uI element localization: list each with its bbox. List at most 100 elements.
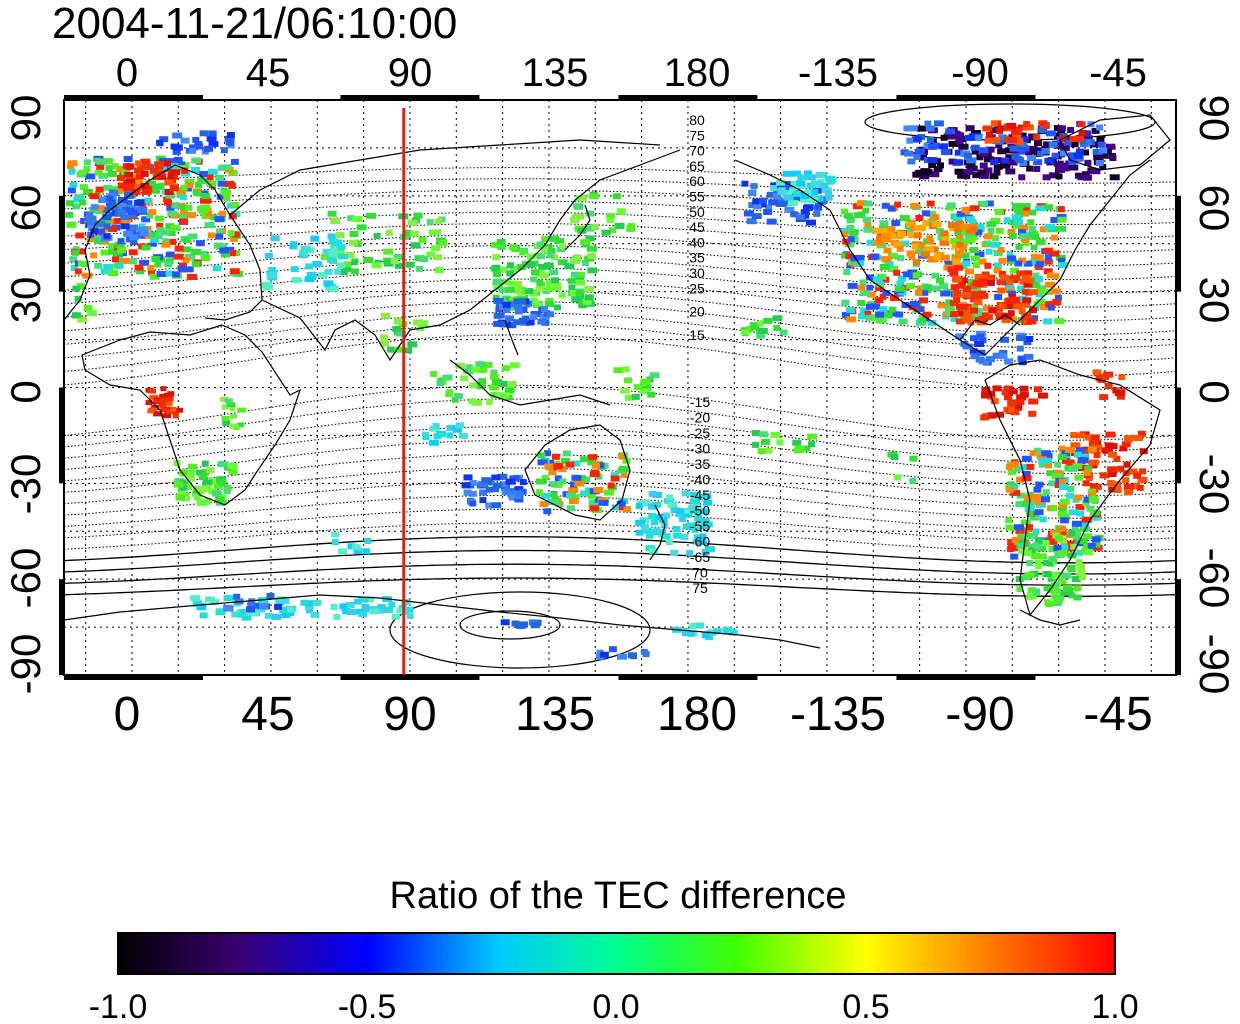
tec-pixel — [306, 607, 314, 614]
tec-pixel — [140, 170, 148, 177]
tec-pixel — [335, 232, 345, 238]
tec-pixel — [1023, 339, 1032, 346]
tec-pixel — [85, 173, 96, 180]
lon-tick-top: -135 — [798, 51, 878, 95]
tec-pixel — [653, 514, 664, 521]
tec-pixel — [945, 299, 953, 306]
dip-label-south: -55 — [690, 518, 710, 534]
tec-pixel — [1058, 578, 1067, 585]
tec-pixel — [1007, 539, 1015, 546]
tec-pixel — [1001, 317, 1011, 324]
tec-pixel — [953, 264, 964, 271]
tec-pixel — [1066, 459, 1075, 466]
tec-pixel — [1026, 524, 1033, 531]
tec-pixel — [585, 235, 595, 242]
dip-label-north: 40 — [689, 234, 705, 250]
tec-pixel — [189, 147, 197, 154]
tec-pixel — [766, 191, 777, 198]
tec-pixel — [777, 200, 788, 207]
tec-pixel — [939, 239, 950, 246]
tec-pixel — [499, 380, 508, 387]
tec-pixel — [586, 245, 597, 252]
tec-pixel — [969, 205, 980, 212]
tec-pixel — [1018, 224, 1029, 231]
tec-pixel — [339, 603, 348, 610]
tec-pixel — [1048, 480, 1058, 487]
tec-pixel — [898, 275, 907, 282]
tec-pixel — [495, 392, 503, 399]
tec-pixel — [591, 462, 600, 469]
tec-pixel — [1009, 267, 1019, 274]
tec-pixel — [950, 311, 959, 318]
tec-pixel — [198, 207, 208, 214]
tec-pixel — [957, 282, 966, 289]
tec-pixel — [1050, 588, 1061, 594]
tec-pixel — [969, 348, 978, 355]
tec-pixel — [690, 498, 700, 505]
tec-pixel — [612, 193, 621, 200]
tec-pixel — [1006, 122, 1017, 129]
tec-pixel — [115, 262, 124, 269]
tec-pixel — [568, 284, 576, 291]
tec-pixel — [1046, 272, 1054, 279]
tec-pixel — [969, 247, 979, 253]
tec-pixel — [339, 269, 348, 275]
tec-pixel — [619, 465, 630, 472]
tec-pixel — [194, 141, 203, 147]
tec-pixel — [954, 225, 963, 232]
tec-pixel — [846, 225, 855, 231]
tec-pixel — [1116, 393, 1125, 400]
tec-pixel — [971, 255, 980, 262]
tec-pixel — [990, 159, 999, 166]
tec-pixel — [964, 134, 974, 141]
tec-pixel — [758, 431, 768, 438]
tec-pixel — [790, 180, 801, 187]
tec-pixel — [1010, 296, 1020, 303]
tec-pixel — [1020, 236, 1029, 243]
tec-pixel — [1043, 318, 1053, 325]
tec-pixel — [1063, 454, 1071, 461]
tec-pixel — [509, 475, 520, 482]
tec-pixel — [630, 653, 638, 660]
tec-pixel — [1104, 442, 1114, 449]
tec-pixel — [620, 387, 630, 394]
tec-pixel — [1044, 157, 1055, 164]
tec-pixel — [993, 250, 1003, 257]
tec-pixel — [559, 243, 567, 250]
dip-contour — [64, 522, 1176, 553]
tec-pixel — [492, 254, 501, 261]
tec-pixel — [741, 180, 749, 187]
tec-pixel — [103, 264, 114, 270]
dip-label-south: -50 — [690, 503, 710, 519]
tec-pixel — [1057, 225, 1067, 232]
tec-pixel — [1021, 288, 1029, 295]
tec-pixel — [642, 499, 651, 506]
tec-pixel — [1010, 553, 1019, 560]
tec-pixel — [208, 141, 219, 148]
dip-label-south: -35 — [690, 456, 710, 472]
tec-pixel — [159, 136, 169, 143]
tec-pixel — [783, 194, 794, 201]
tec-pixel — [971, 287, 981, 294]
tec-pixel — [149, 240, 157, 247]
lon-tick-top: 0 — [116, 51, 138, 95]
tec-pixel — [705, 546, 715, 553]
tec-pixel — [1009, 274, 1020, 281]
tec-pixel — [1035, 537, 1046, 544]
tec-pixel — [915, 214, 924, 221]
tec-pixel — [867, 291, 876, 298]
tec-pixel — [814, 201, 822, 208]
tec-pixel — [312, 599, 322, 606]
tec-pixel — [641, 527, 652, 534]
tec-pixel — [965, 125, 975, 132]
tec-pixel — [963, 317, 973, 323]
tec-pixel — [352, 216, 363, 223]
tec-pixel — [1062, 165, 1070, 172]
tec-pixel — [1029, 514, 1040, 521]
tec-pixel — [67, 160, 78, 167]
tec-pixel — [890, 233, 899, 240]
dip-label-north: 80 — [689, 112, 705, 128]
tec-pixel — [955, 234, 963, 241]
tec-pixel — [922, 311, 932, 318]
tec-pixel — [547, 252, 554, 259]
